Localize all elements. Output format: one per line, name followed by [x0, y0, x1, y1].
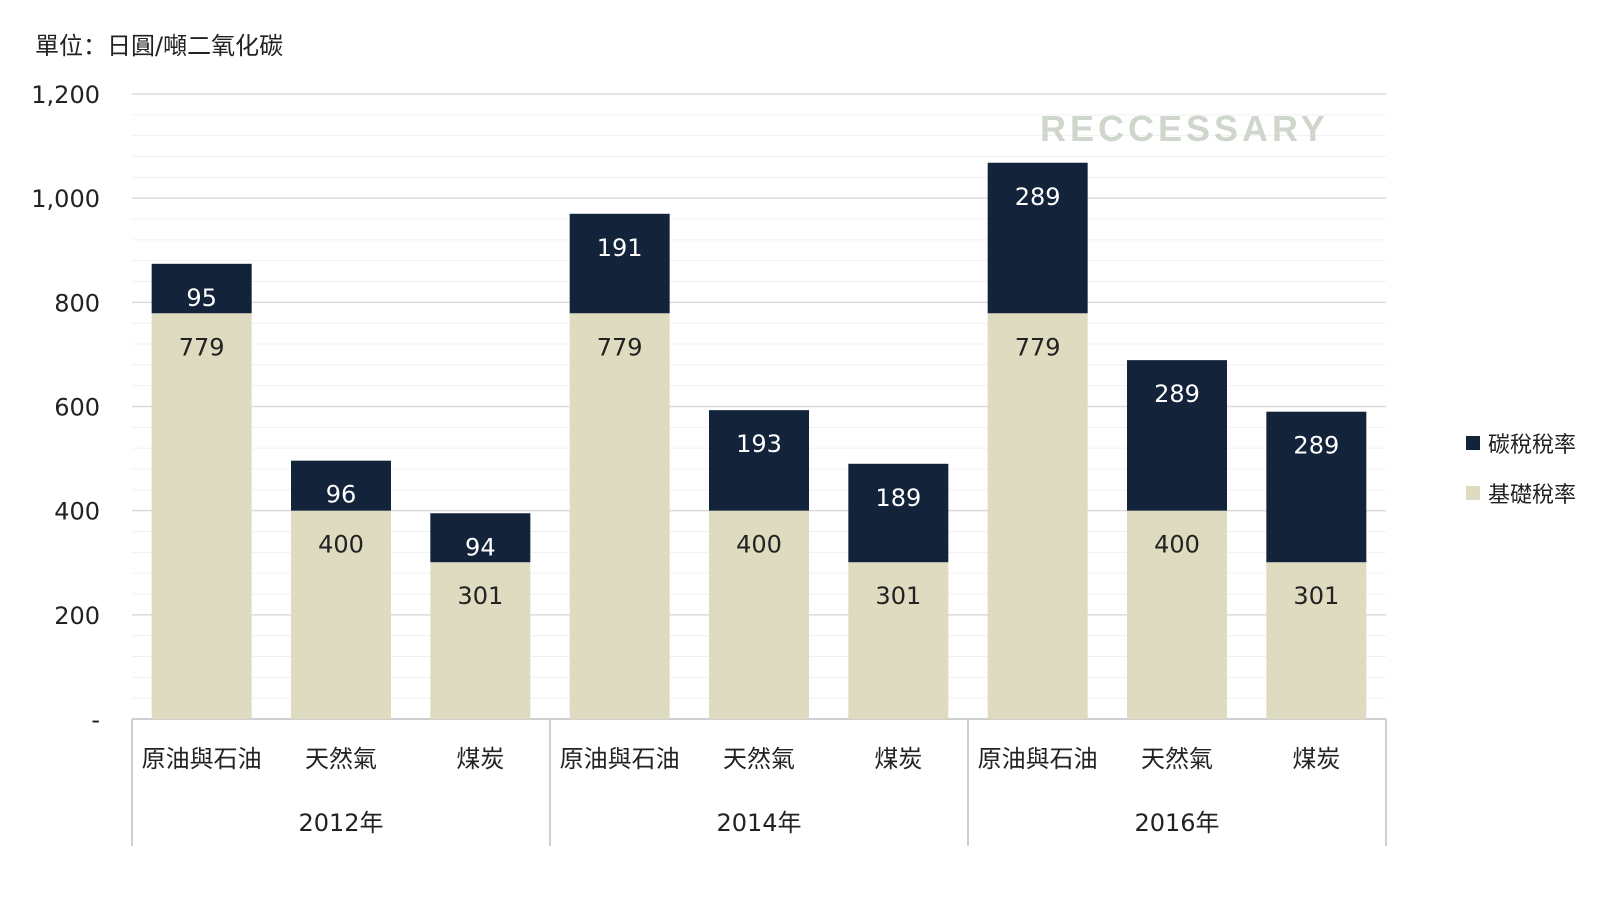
legend: 碳稅稅率 基礎稅率 [1466, 428, 1576, 528]
x-group-label: 2016年 [1134, 809, 1219, 837]
x-category-label: 煤炭 [456, 745, 504, 773]
data-label-carbon: 193 [736, 430, 782, 458]
bar-carbon-segment [848, 463, 949, 563]
bar-base-segment [709, 510, 809, 719]
bar-base-segment [430, 562, 531, 719]
data-label-base: 779 [597, 333, 643, 361]
data-label-base: 779 [1015, 333, 1061, 361]
data-label-carbon: 289 [1015, 183, 1061, 211]
y-tick-label: 200 [54, 602, 100, 630]
x-group-label: 2014年 [716, 809, 801, 837]
x-category-label: 天然氣 [723, 745, 795, 773]
x-group-label: 2012年 [298, 809, 383, 837]
watermark-logo: RECCESSARY [1040, 108, 1329, 149]
bar-base-segment [987, 313, 1088, 719]
x-category-label: 天然氣 [305, 745, 377, 773]
y-tick-label: 600 [54, 394, 100, 422]
bar-base-segment [1127, 510, 1227, 719]
data-label-carbon: 95 [186, 284, 217, 312]
x-category-label: 原油與石油 [142, 745, 262, 773]
data-label-carbon: 96 [326, 481, 357, 509]
bar-carbon-segment [987, 162, 1088, 314]
legend-swatch-base [1466, 486, 1480, 500]
bar-base-segment [291, 510, 391, 719]
bar-carbon-segment [1127, 360, 1227, 511]
data-label-carbon: 289 [1293, 432, 1339, 460]
data-label-base: 400 [318, 531, 364, 559]
bar-base-segment [1266, 562, 1367, 719]
data-label-base: 301 [457, 582, 503, 610]
bar-base-segment [151, 313, 252, 719]
bar-carbon-segment [1266, 411, 1367, 563]
data-label-carbon: 94 [465, 533, 496, 561]
legend-label-carbon: 碳稅稅率 [1488, 433, 1577, 458]
bar-carbon-segment [151, 263, 252, 314]
data-label-base: 779 [179, 333, 225, 361]
y-tick-label: 1,200 [31, 81, 100, 109]
data-label-carbon: 191 [597, 234, 643, 262]
data-label-base: 301 [875, 582, 921, 610]
legend-swatch-carbon [1466, 436, 1480, 450]
data-label-base: 400 [1154, 531, 1200, 559]
x-category-label: 煤炭 [874, 745, 922, 773]
x-category-label: 天然氣 [1141, 745, 1213, 773]
y-tick-label: 1,000 [31, 185, 100, 213]
x-category-label: 煤炭 [1292, 745, 1340, 773]
bar-carbon-segment [709, 410, 809, 511]
bar-carbon-segment [291, 460, 391, 511]
x-category-label: 原油與石油 [560, 745, 680, 773]
x-category-label: 原油與石油 [978, 745, 1098, 773]
legend-item-carbon: 碳稅稅率 [1466, 428, 1576, 458]
unit-label: 單位：日圓/噸二氧化碳 [35, 32, 284, 60]
legend-label-base: 基礎稅率 [1488, 483, 1577, 508]
bar-base-segment [848, 562, 949, 719]
y-tick-label: - [91, 706, 100, 734]
bar-carbon-segment [430, 513, 531, 563]
bar-base-segment [569, 313, 670, 719]
y-tick-label: 800 [54, 289, 100, 317]
data-label-base: 301 [1293, 582, 1339, 610]
legend-item-base: 基礎稅率 [1466, 478, 1576, 508]
y-tick-label: 400 [54, 498, 100, 526]
data-label-base: 400 [736, 531, 782, 559]
bar-carbon-segment [569, 213, 670, 314]
data-label-carbon: 289 [1154, 380, 1200, 408]
data-label-carbon: 189 [875, 484, 921, 512]
